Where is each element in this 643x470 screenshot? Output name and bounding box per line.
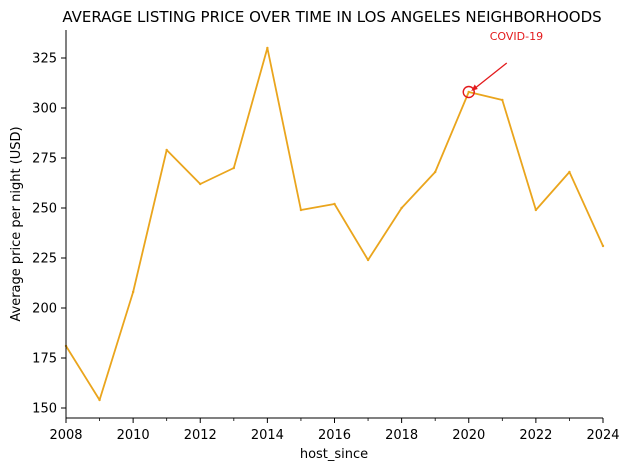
y-axis-ticks: 150 175 200 225 250 275 300 325 (32, 52, 66, 417)
data-point (534, 208, 538, 212)
data-point (299, 208, 303, 212)
plot-area (64, 46, 605, 402)
x-tick-label: 2010 (117, 428, 150, 443)
x-tick-label: 2022 (519, 428, 552, 443)
x-tick-label: 2008 (49, 428, 82, 443)
x-tick-label: 2016 (318, 428, 351, 443)
data-point (467, 90, 470, 94)
covid-annotation: COVID-19 (462, 30, 543, 99)
x-axis-ticks: 2008 2010 2012 2014 2016 2018 2020 2022 2024 (49, 418, 620, 443)
data-point (232, 166, 236, 170)
y-tick-label: 175 (32, 352, 57, 367)
chart-title: AVERAGE LISTING PRICE OVER TIME IN LOS A… (62, 8, 601, 26)
x-axis-title: host_since (300, 447, 368, 462)
data-point (131, 290, 135, 294)
data-point (199, 182, 202, 186)
series-line (65, 47, 604, 401)
data-point (601, 244, 605, 248)
data-point (501, 98, 504, 102)
x-tick-label: 2012 (184, 428, 217, 443)
data-point (568, 170, 571, 174)
data-point (266, 46, 269, 50)
x-tick-label: 2018 (385, 428, 418, 443)
data-point (433, 170, 437, 174)
y-tick-label: 275 (32, 152, 57, 167)
annotation-label: COVID-19 (490, 30, 543, 43)
x-tick-label: 2024 (586, 428, 619, 443)
annotation-arrowhead (471, 84, 478, 91)
y-tick-label: 200 (32, 302, 57, 317)
data-point (98, 398, 101, 402)
data-point (400, 206, 403, 210)
y-tick-label: 225 (32, 252, 57, 267)
x-tick-label: 2014 (251, 428, 284, 443)
y-tick-label: 300 (32, 102, 57, 117)
y-tick-label: 325 (32, 52, 57, 67)
data-point (366, 258, 370, 262)
x-tick-label: 2020 (452, 428, 485, 443)
data-point (333, 202, 336, 206)
y-tick-label: 150 (32, 402, 57, 417)
y-axis-title: Average price per night (USD) (9, 126, 24, 321)
data-point (165, 148, 168, 152)
annotation-marker (462, 85, 475, 99)
y-tick-label: 250 (32, 202, 57, 217)
annotation-arrow (472, 62, 508, 91)
